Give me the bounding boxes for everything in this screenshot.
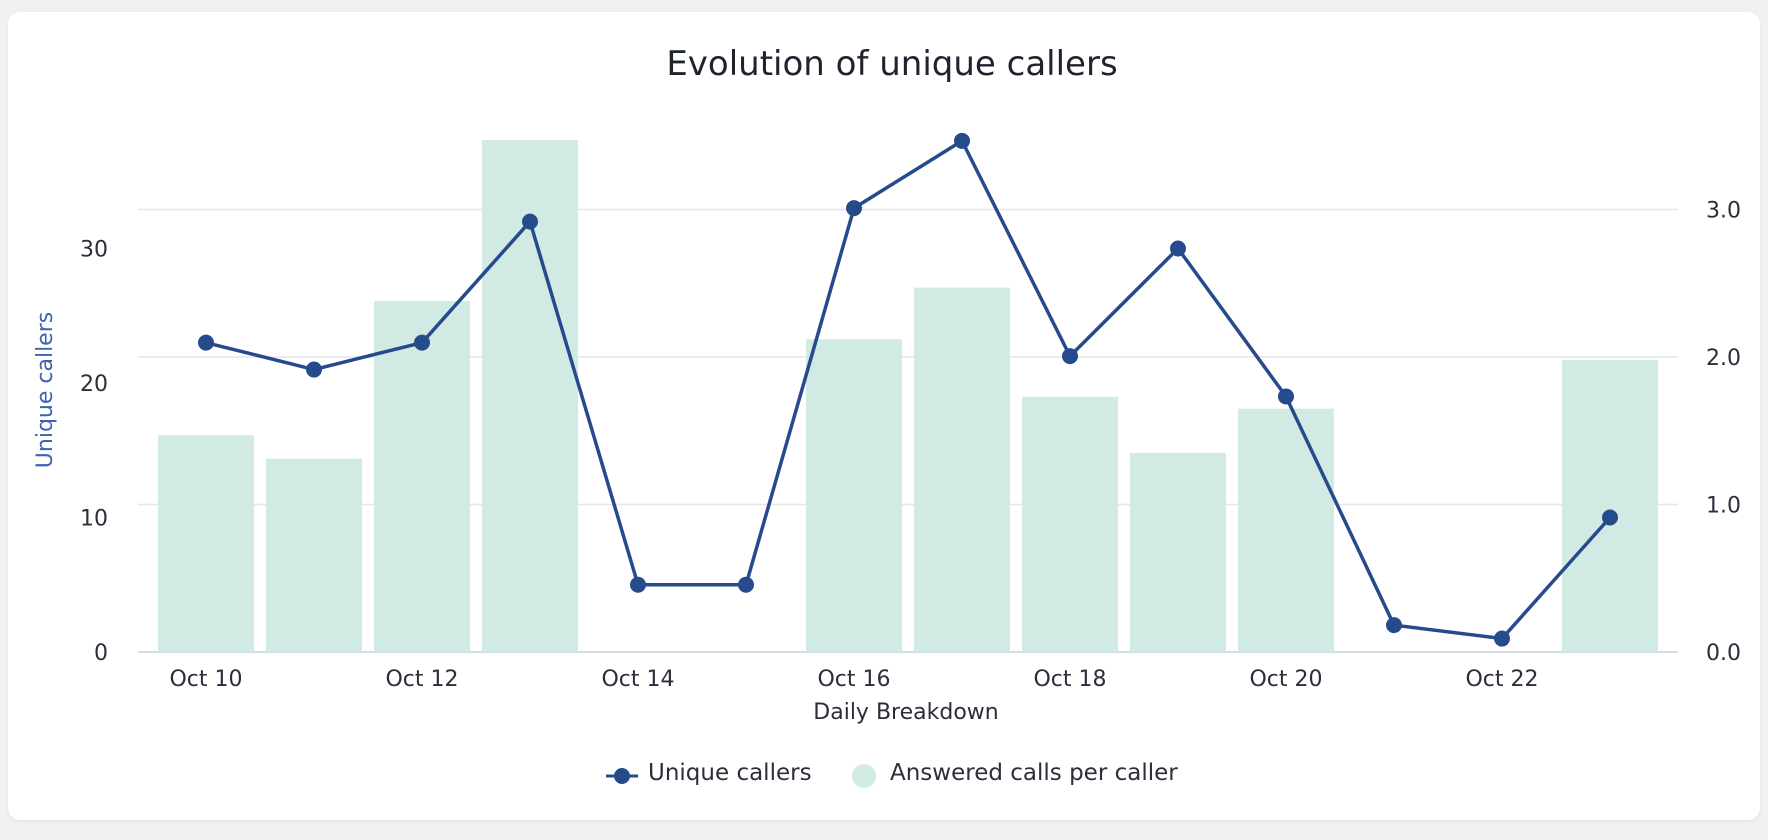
x-tick-label: Oct 22 [1465, 667, 1538, 692]
line-point[interactable] [738, 576, 754, 593]
bar[interactable] [1022, 396, 1118, 652]
y-axis-left-label: Unique callers [33, 312, 58, 468]
x-axis: Oct 10 Oct 12 Oct 14 Oct 16 Oct 18 Oct 20 Oct … [169, 667, 1538, 692]
bar[interactable] [806, 339, 902, 652]
line-point[interactable] [1494, 630, 1510, 647]
line-series [198, 132, 1618, 647]
bar-series [158, 140, 1658, 653]
bar[interactable] [374, 300, 470, 652]
x-axis-label: Daily Breakdown [813, 700, 998, 725]
bar[interactable] [1562, 359, 1658, 652]
line-point[interactable] [306, 361, 322, 378]
line-point[interactable] [1386, 617, 1402, 634]
legend: Unique callers Answered calls per caller [606, 760, 1178, 788]
y-left-tick-label: 10 [80, 507, 108, 532]
chart-svg: Evolution of unique callers 0 10 20 30 0.0 1… [33, 44, 1741, 788]
x-tick-label: Oct 18 [1033, 667, 1106, 692]
x-tick-label: Oct 14 [601, 667, 674, 692]
y-right-tick-label: 2.0 [1706, 346, 1741, 371]
bar[interactable] [158, 435, 254, 652]
line-point[interactable] [954, 132, 970, 149]
legend-label-answered-calls: Answered calls per caller [890, 760, 1178, 786]
legend-item-answered-calls[interactable]: Answered calls per caller [852, 760, 1178, 788]
bar[interactable] [1130, 452, 1226, 652]
bar[interactable] [1238, 408, 1334, 652]
line-point[interactable] [414, 334, 430, 351]
chart-card: Evolution of unique callers 0 10 20 30 0.0 1… [8, 12, 1760, 820]
bar[interactable] [914, 287, 1010, 652]
legend-label-unique-callers: Unique callers [648, 760, 812, 786]
x-tick-label: Oct 16 [817, 667, 890, 692]
bar[interactable] [266, 458, 362, 652]
y-right-tick-label: 1.0 [1706, 494, 1741, 519]
grid-lines [138, 208, 1678, 653]
y-left-tick-label: 20 [80, 372, 108, 397]
y-axis-left: 0 10 20 30 [80, 238, 108, 667]
line-point[interactable] [1278, 388, 1294, 405]
x-tick-label: Oct 20 [1249, 667, 1322, 692]
x-tick-label: Oct 10 [169, 667, 242, 692]
x-tick-label: Oct 12 [385, 667, 458, 692]
line-point[interactable] [1170, 240, 1186, 257]
y-left-tick-label: 30 [80, 238, 108, 263]
line-point[interactable] [846, 200, 862, 217]
y-right-tick-label: 3.0 [1706, 199, 1741, 224]
line-point[interactable] [1602, 509, 1618, 526]
line-path [205, 139, 1612, 641]
y-left-tick-label: 0 [94, 641, 108, 666]
legend-bar-marker [852, 764, 876, 788]
line-point[interactable] [198, 334, 214, 351]
chart-title: Evolution of unique callers [666, 44, 1117, 84]
legend-dot-marker [614, 768, 630, 784]
line-point[interactable] [630, 576, 646, 593]
line-point[interactable] [522, 213, 538, 230]
y-right-tick-label: 0.0 [1706, 641, 1741, 666]
y-axis-right: 0.0 1.0 2.0 3.0 [1706, 199, 1741, 667]
legend-item-unique-callers[interactable]: Unique callers [606, 760, 812, 786]
line-point[interactable] [1062, 348, 1078, 365]
